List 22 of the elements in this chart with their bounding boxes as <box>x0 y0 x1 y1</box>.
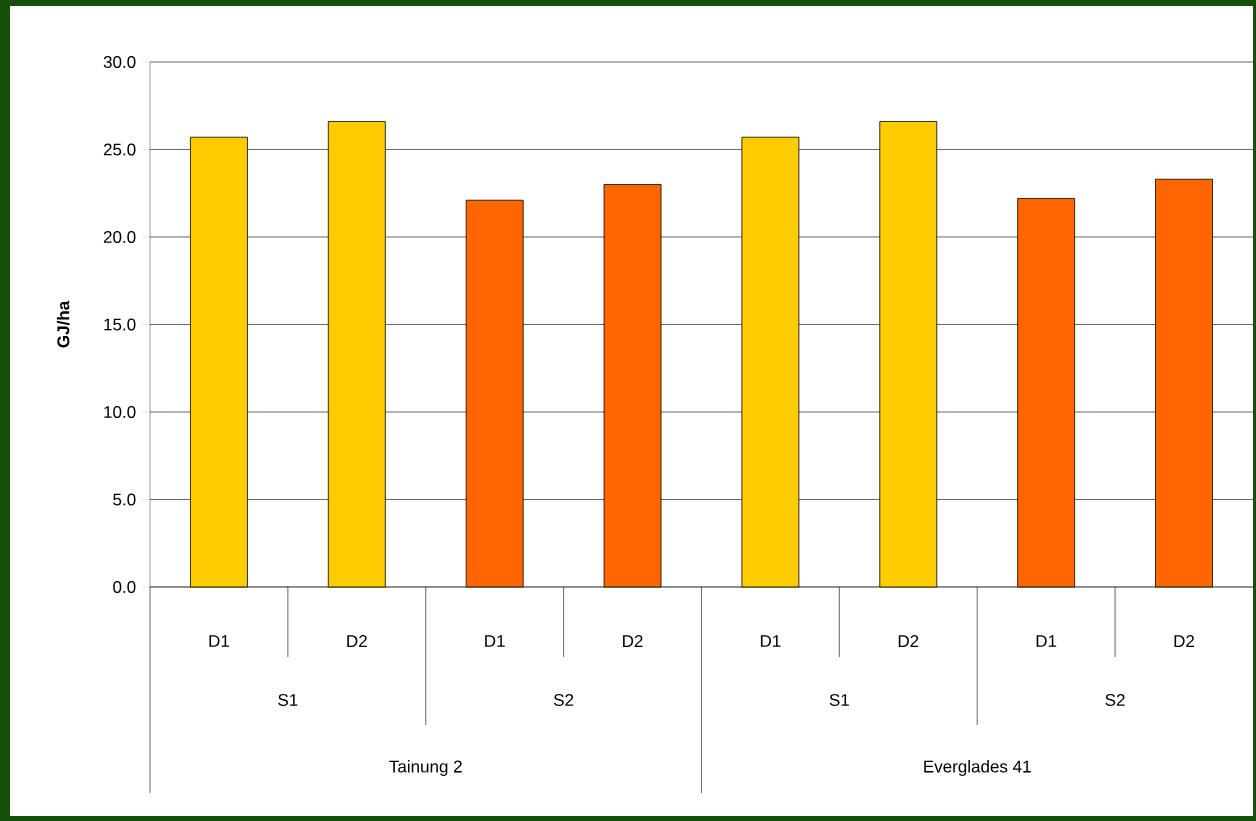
x-tick-label: D2 <box>898 635 919 647</box>
y-tick-label: 20.0 <box>103 230 136 244</box>
text: Tainung 2 <box>389 760 462 776</box>
y-tick-label: 15.0 <box>104 318 136 331</box>
x-tick-label: D2 <box>347 635 367 647</box>
text: Everglades 41 <box>924 760 1031 776</box>
y-tick-label: 5.0 <box>113 493 136 506</box>
x-tick-label: D1 <box>760 635 781 647</box>
x-tick-label: D1 <box>209 635 229 647</box>
y-axis-title: GJ/ha <box>56 300 70 348</box>
text: S2 <box>1105 693 1125 707</box>
x-tick-label: D2 <box>1174 635 1194 647</box>
y-tick-label: 10.0 <box>104 405 136 419</box>
text: S1 <box>829 693 849 707</box>
x-tick-label: D1 <box>485 635 505 647</box>
x-tick-label: D1 <box>1036 635 1057 647</box>
text: S1 <box>278 693 298 707</box>
y-tick-label: 0.0 <box>113 580 136 594</box>
y-tick-label: 25.0 <box>103 143 136 156</box>
text: S2 <box>553 693 574 707</box>
x-tick-label: D2 <box>623 635 643 647</box>
y-tick-label: 30.0 <box>103 55 136 69</box>
